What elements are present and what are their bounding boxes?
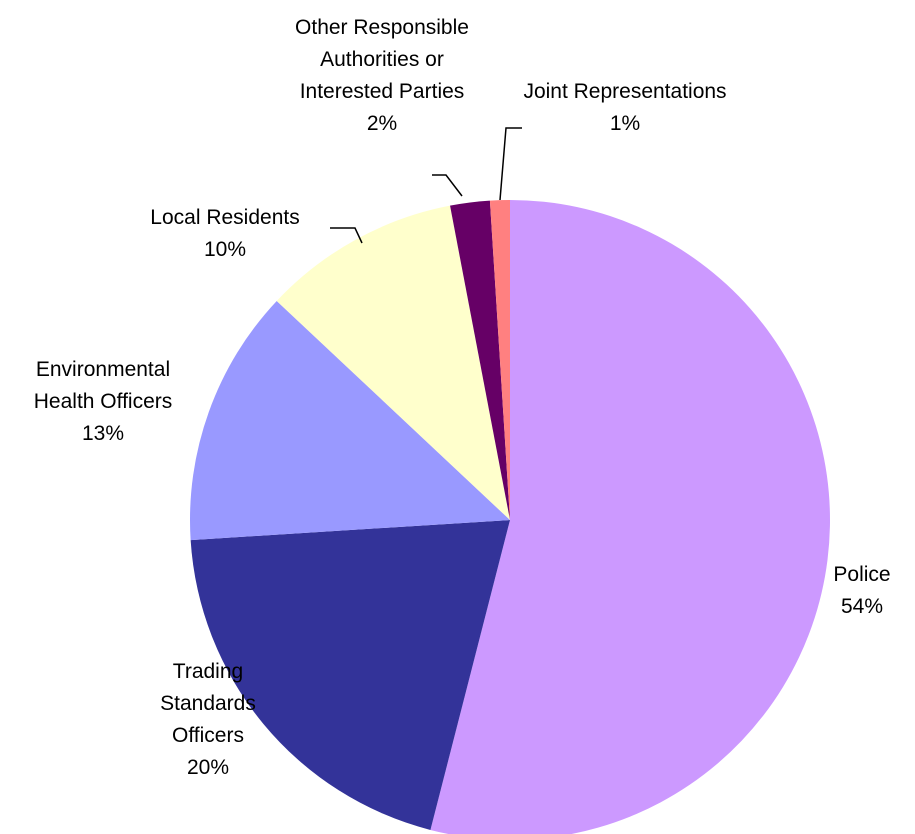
slice-label: Police 54% bbox=[802, 559, 915, 623]
slice-label: Trading Standards Officers 20% bbox=[128, 656, 288, 784]
slice bbox=[450, 200, 510, 520]
slice bbox=[489, 200, 510, 520]
category-name: Police bbox=[833, 563, 891, 586]
slice bbox=[430, 200, 830, 834]
category-name: Joint Representations bbox=[523, 80, 727, 103]
category-name: Other Responsible Authorities or Interes… bbox=[295, 16, 469, 103]
category-name: Local Residents bbox=[150, 206, 300, 229]
leader-line bbox=[499, 127, 522, 201]
slice-label: Local Residents 10% bbox=[115, 202, 335, 266]
leader-line bbox=[330, 227, 363, 244]
slice-label: Joint Representations 1% bbox=[515, 76, 735, 140]
category-name: Environmental Health Officers bbox=[33, 358, 173, 413]
value-label: 1% bbox=[609, 112, 641, 135]
slice-label: Other Responsible Authorities or Interes… bbox=[282, 12, 482, 140]
value-label: 13% bbox=[81, 422, 125, 445]
value-label: 10% bbox=[203, 238, 247, 261]
value-label: 54% bbox=[840, 595, 884, 618]
slice bbox=[276, 205, 510, 520]
slice-label: Environmental Health Officers 13% bbox=[3, 354, 203, 450]
leader-line bbox=[432, 174, 463, 197]
category-name: Trading Standards Officers bbox=[160, 660, 256, 747]
slice bbox=[190, 520, 510, 830]
slices bbox=[190, 200, 830, 834]
value-label: 2% bbox=[366, 112, 398, 135]
slice bbox=[190, 300, 510, 541]
value-label: 20% bbox=[186, 756, 230, 779]
